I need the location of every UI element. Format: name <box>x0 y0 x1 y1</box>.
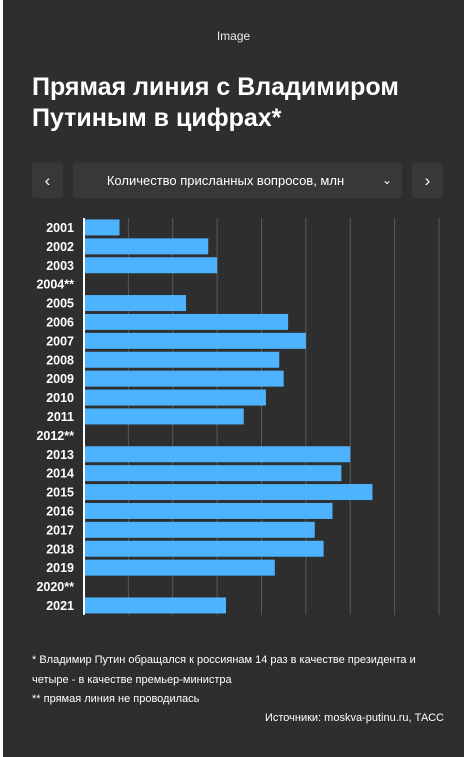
category-label: 2006 <box>46 315 74 329</box>
category-label: 2010 <box>46 391 74 405</box>
bar <box>84 370 284 387</box>
bar <box>84 219 120 236</box>
previous-metric-button[interactable]: ‹ <box>32 163 63 198</box>
bar <box>84 351 280 368</box>
bar <box>84 446 351 463</box>
bar <box>84 559 275 576</box>
category-label: 2020** <box>36 580 74 594</box>
bar <box>84 257 218 274</box>
category-label: 2019 <box>46 561 74 575</box>
sources-note: Источники: moskva-putinu.ru, ТАСС <box>264 712 444 724</box>
image-caption: Image <box>216 29 251 43</box>
bar <box>84 502 333 519</box>
category-label: 2008 <box>46 353 74 367</box>
bar <box>84 484 373 501</box>
category-label: 2018 <box>46 542 74 556</box>
bar <box>84 389 266 406</box>
category-label: 2011 <box>47 410 74 424</box>
category-label: 2003 <box>46 259 74 273</box>
category-label: 2005 <box>46 297 74 311</box>
next-metric-button[interactable]: › <box>412 163 443 198</box>
bar <box>84 408 244 425</box>
category-label: 2016 <box>46 504 74 518</box>
category-label: 2001 <box>46 221 74 235</box>
footnote-president: * Владимир Путин обращался к россиянам 1… <box>32 654 416 686</box>
category-label: 2014 <box>46 467 74 481</box>
category-label: 2004** <box>36 278 74 292</box>
bar <box>84 238 209 255</box>
bar <box>84 521 315 538</box>
chevron-down-icon: ⌄ <box>381 173 392 187</box>
bar <box>84 540 324 557</box>
bar <box>84 295 187 312</box>
category-label: 2002 <box>46 240 74 254</box>
bar <box>84 465 342 482</box>
category-label: 2021 <box>46 599 74 613</box>
metric-dropdown-label: Количество присланных вопросов, млн <box>106 173 345 188</box>
metric-dropdown[interactable]: Количество присланных вопросов, млн ⌄ <box>73 163 402 198</box>
chart-card: Image Прямая линия с Владимиром Путиным … <box>3 0 464 757</box>
bar <box>84 332 306 349</box>
category-label: 2007 <box>46 334 74 348</box>
category-label: 2017 <box>46 523 74 537</box>
category-label: 2015 <box>46 486 74 500</box>
bar-chart: 2001 2002 2003 2004** 2005 2006 2007 2008 2009 20… <box>36 218 440 615</box>
footnote-not-held: ** прямая линия не проводилась <box>32 693 200 705</box>
category-label: 2013 <box>46 448 74 462</box>
chart-title: Прямая линия с Владимиром Путиным в цифр… <box>32 73 399 132</box>
category-label: 2012** <box>36 429 74 443</box>
bar <box>84 597 226 614</box>
chevron-right-icon: › <box>424 171 431 190</box>
category-label: 2009 <box>46 372 74 386</box>
bar <box>84 313 289 330</box>
chevron-left-icon: ‹ <box>44 171 51 190</box>
